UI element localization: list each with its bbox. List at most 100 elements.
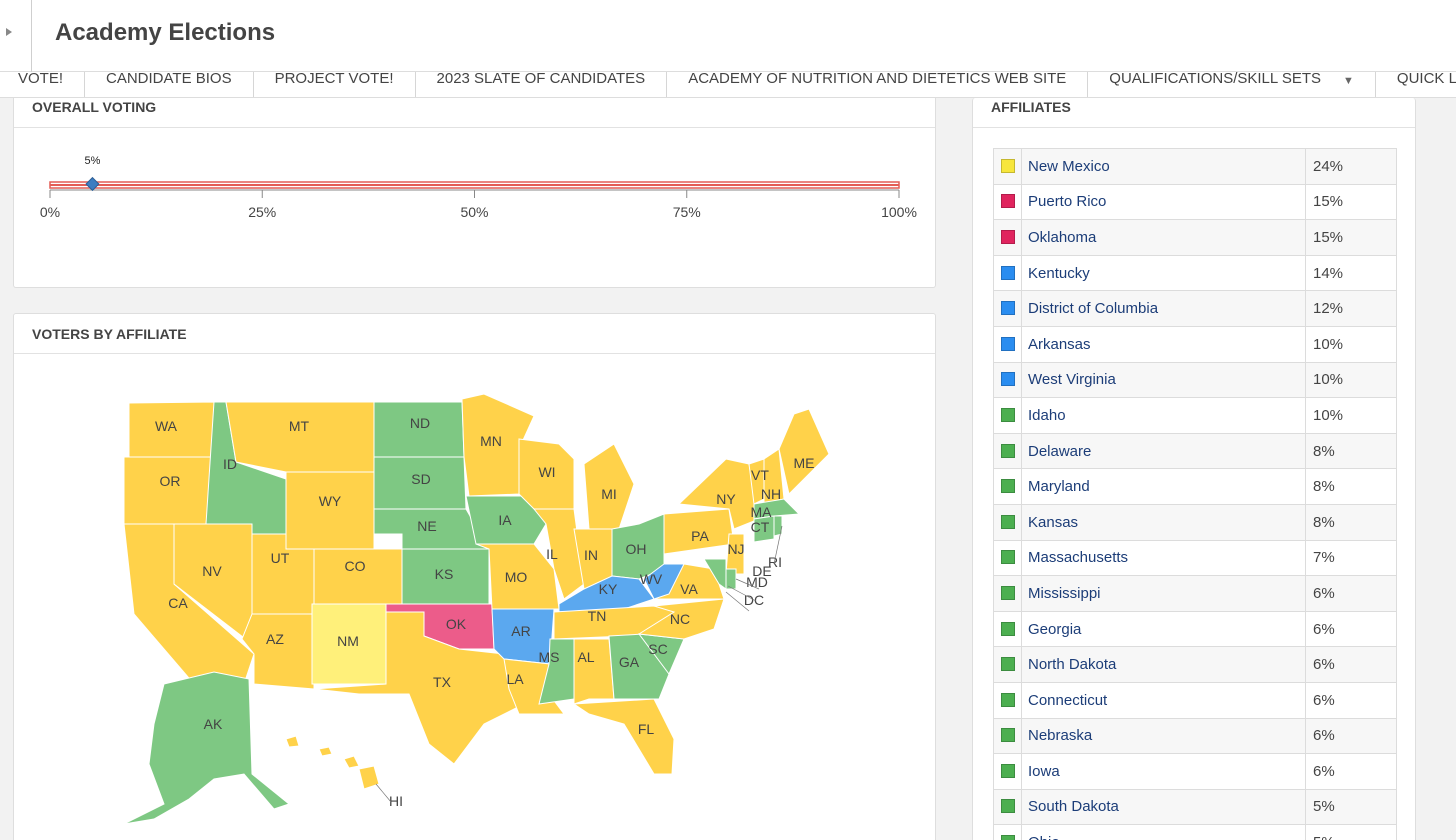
nav-label: QUICK LINKS [1396, 72, 1456, 87]
nav-academy-web-site[interactable]: ACADEMY OF NUTRITION AND DIETETICS WEB S… [667, 72, 1089, 97]
affiliate-name[interactable]: Oklahoma [1021, 219, 1306, 256]
state-nj[interactable] [725, 533, 745, 575]
state-label-ky: KY [599, 581, 618, 597]
state-al[interactable] [573, 638, 615, 705]
progress-fill-line [50, 184, 899, 186]
nav-label: QUALIFICATIONS/SKILL SETS [1109, 72, 1322, 87]
nav-candidate-bios[interactable]: CANDIDATE BIOS [85, 72, 254, 97]
nav-qualifications[interactable]: QUALIFICATIONS/SKILL SETS ▼ [1088, 72, 1376, 97]
main-nav: VOTE! CANDIDATE BIOS PROJECT VOTE! 2023 … [0, 72, 1456, 98]
swatch-cell [993, 432, 1022, 470]
color-swatch [1000, 585, 1015, 600]
state-me[interactable] [778, 408, 830, 495]
color-swatch [1000, 514, 1015, 529]
state-ak[interactable] [123, 671, 291, 825]
sidebar-toggle[interactable] [0, 0, 32, 72]
us-affiliate-map: WA OR CA ID NV MT WY UT AZ CO NM ND SD NE KS OK TX MN IA MO… [123, 393, 830, 825]
state-hi[interactable] [285, 735, 380, 790]
state-label-oh: OH [626, 541, 647, 557]
nav-label: CANDIDATE BIOS [106, 72, 232, 87]
state-wy[interactable] [285, 471, 375, 550]
affiliate-percent: 15% [1305, 183, 1397, 221]
swatch-cell [993, 148, 1022, 185]
axis-tick-label: 25% [248, 204, 276, 220]
affiliate-name[interactable]: South Dakota [1021, 788, 1306, 826]
state-label-sc: SC [648, 641, 667, 657]
nav-project-vote[interactable]: PROJECT VOTE! [254, 72, 416, 97]
caret-right-icon [6, 28, 12, 36]
state-mt[interactable] [225, 401, 375, 473]
affiliate-name[interactable]: Iowa [1021, 753, 1306, 790]
affiliate-name[interactable]: West Virginia [1021, 361, 1306, 399]
affiliate-name[interactable]: Kentucky [1021, 254, 1306, 292]
affiliate-percent: 8% [1305, 503, 1397, 541]
state-label-ok: OK [446, 616, 467, 632]
affiliate-name[interactable]: District of Columbia [1021, 290, 1306, 327]
affiliate-name[interactable]: Arkansas [1021, 325, 1306, 363]
state-mi[interactable] [583, 443, 635, 530]
state-ri[interactable] [773, 515, 783, 537]
affiliate-name[interactable]: Massachusetts [1021, 539, 1306, 577]
state-label-ma: MA [751, 504, 773, 520]
nav-vote[interactable]: VOTE! [0, 72, 86, 97]
state-label-ga: GA [619, 654, 640, 670]
affiliate-name[interactable]: Georgia [1021, 610, 1306, 648]
state-label-tx: TX [433, 674, 452, 690]
state-label-ar: AR [511, 623, 530, 639]
nav-slate-of-candidates[interactable]: 2023 SLATE OF CANDIDATES [416, 72, 668, 97]
affiliate-name[interactable]: Maryland [1021, 468, 1306, 505]
color-swatch [1000, 229, 1015, 244]
callout-lines [375, 525, 783, 803]
affiliates-panel: AFFILIATES New Mexico 24% Puerto Rico 15% Ok… [972, 98, 1416, 840]
affiliate-percent: 24% [1305, 148, 1397, 185]
affiliate-percent: 6% [1305, 610, 1397, 648]
swatch-cell [993, 575, 1022, 612]
state-label-ks: KS [435, 566, 454, 582]
axis-tick-label: 0% [40, 204, 60, 220]
affiliate-row: West Virginia 10% [993, 361, 1397, 399]
color-swatch [1000, 621, 1015, 636]
state-ms[interactable] [538, 638, 575, 705]
affiliate-name[interactable]: Ohio [1021, 824, 1306, 840]
state-wv[interactable] [643, 563, 685, 600]
voters-by-affiliate-panel: VOTERS BY AFFILIATE [13, 313, 936, 840]
affiliate-name[interactable]: Delaware [1021, 432, 1306, 470]
state-ma[interactable] [753, 498, 801, 520]
affiliate-row: North Dakota 6% [993, 646, 1397, 683]
color-swatch [1000, 799, 1015, 814]
state-or[interactable] [123, 456, 215, 525]
affiliate-name[interactable]: Nebraska [1021, 717, 1306, 755]
state-il[interactable] [532, 508, 585, 600]
affiliate-name[interactable]: Kansas [1021, 503, 1306, 541]
affiliate-name[interactable]: Mississippi [1021, 575, 1306, 612]
color-swatch [1000, 657, 1015, 672]
state-label-wv: WV [640, 571, 663, 587]
color-swatch [1000, 407, 1015, 422]
state-de[interactable] [725, 568, 737, 590]
state-label-fl: FL [638, 721, 655, 737]
affiliate-name[interactable]: North Dakota [1021, 646, 1306, 683]
affiliate-percent: 8% [1305, 468, 1397, 505]
nav-quick-links[interactable]: QUICK LINKS [1376, 72, 1456, 97]
state-ct[interactable] [753, 515, 775, 543]
affiliate-name[interactable]: Connecticut [1021, 681, 1306, 719]
state-az[interactable] [241, 613, 315, 690]
affiliate-name[interactable]: Puerto Rico [1021, 183, 1306, 221]
color-swatch [1000, 728, 1015, 743]
affiliate-row: Arkansas 10% [993, 325, 1397, 363]
affiliate-name[interactable]: New Mexico [1021, 148, 1306, 185]
state-fl[interactable] [572, 698, 675, 775]
state-label-mn: MN [480, 433, 502, 449]
state-tx[interactable] [313, 611, 525, 765]
affiliate-percent: 10% [1305, 325, 1397, 363]
state-label-az: AZ [266, 631, 284, 647]
swatch-cell [993, 183, 1022, 221]
state-label-de: DE [752, 563, 771, 579]
state-label-wa: WA [155, 418, 178, 434]
state-md[interactable] [703, 558, 727, 590]
state-label-tn: TN [588, 608, 607, 624]
affiliate-row: Mississippi 6% [993, 575, 1397, 612]
panel-title: AFFILIATES [973, 98, 1415, 128]
affiliate-name[interactable]: Idaho [1021, 397, 1306, 434]
color-swatch [1000, 443, 1015, 458]
